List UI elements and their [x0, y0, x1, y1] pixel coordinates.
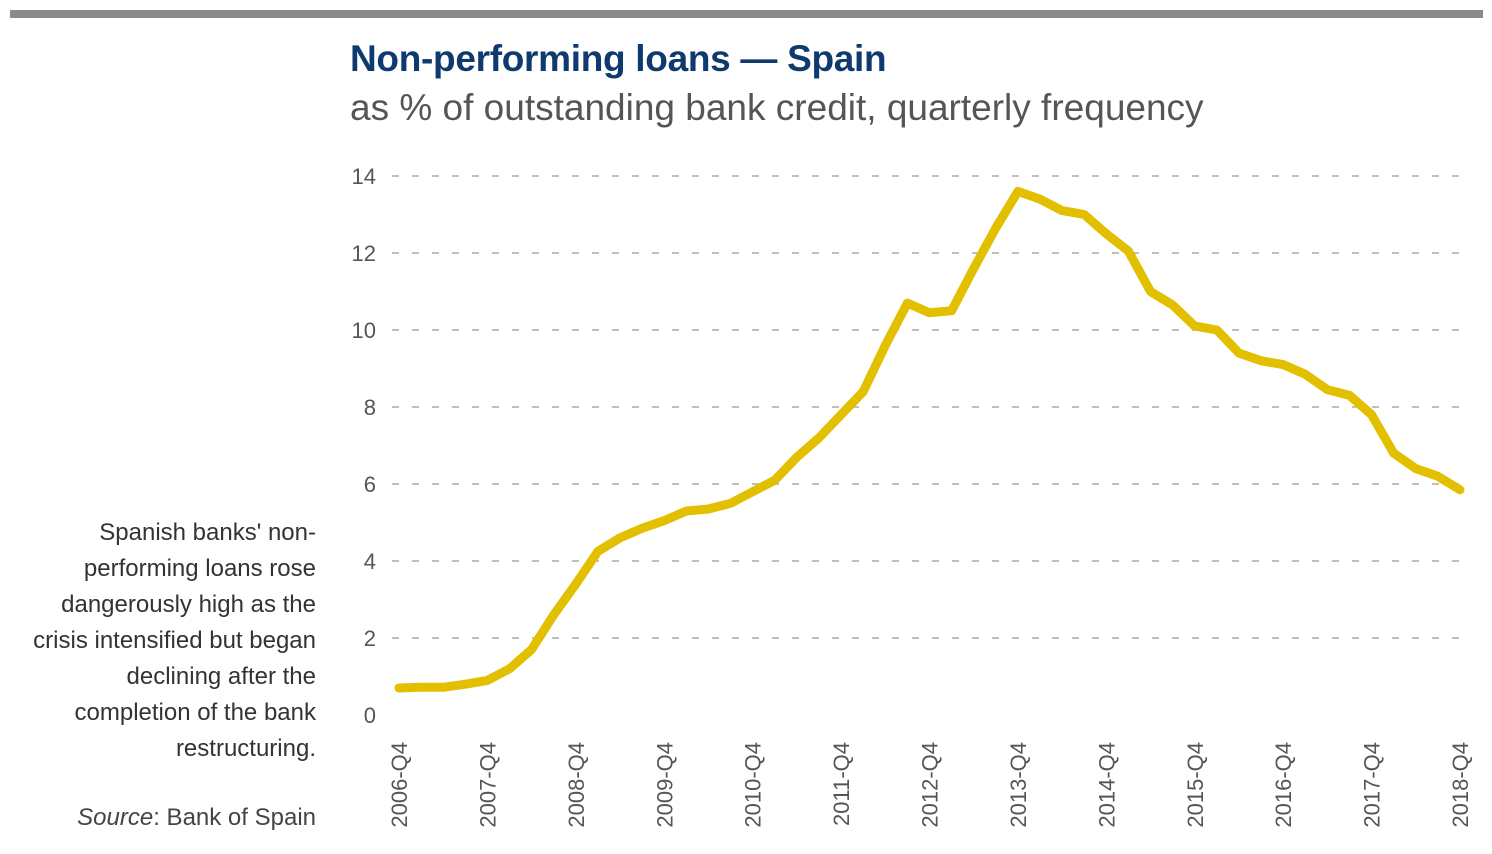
y-tick-label: 2: [364, 626, 376, 651]
y-tick-label: 14: [352, 164, 376, 189]
chart-title: Non-performing loans — Spain: [350, 38, 887, 79]
x-tick-label: 2010-Q4: [741, 742, 766, 828]
y-tick-label: 6: [364, 472, 376, 497]
annotation-text: Spanish banks' non-performing loans rose…: [33, 519, 316, 762]
x-tick-label: 2014-Q4: [1094, 742, 1119, 828]
y-axis-ticks: 0 2 4 6 8 10 12 14: [352, 164, 376, 728]
series-line-0: [394, 186, 1465, 693]
x-tick-label: 2017-Q4: [1360, 742, 1385, 828]
x-axis-ticks: 2006-Q4 2007-Q4 2008-Q4 2009-Q4 2010-Q4 2011-…: [387, 742, 1473, 828]
x-tick-label: 2018-Q4: [1448, 742, 1473, 828]
y-tick-label: 0: [364, 703, 376, 728]
source-note: Source: Bank of Spain: [20, 804, 316, 832]
source-label: Source: [77, 804, 154, 831]
y-tick-label: 10: [352, 318, 376, 343]
chart-subtitle: as % of outstanding bank credit, quarter…: [350, 87, 1204, 128]
x-tick-label: 2007-Q4: [475, 742, 500, 828]
x-tick-label: 2012-Q4: [918, 742, 943, 828]
x-tick-label: 2006-Q4: [387, 742, 412, 828]
x-tick-label: 2009-Q4: [652, 742, 677, 828]
series-layer: [394, 186, 1465, 693]
x-tick-label: 2015-Q4: [1183, 742, 1208, 828]
gridlines: [392, 175, 1468, 639]
top-rule: [10, 10, 1483, 18]
x-tick-label: 2011-Q4: [829, 742, 854, 826]
y-tick-label: 4: [364, 549, 376, 574]
y-tick-label: 8: [364, 395, 376, 420]
x-tick-label: 2008-Q4: [564, 742, 589, 828]
x-tick-label: 2016-Q4: [1271, 742, 1296, 828]
y-tick-label: 12: [352, 241, 376, 266]
source-text: : Bank of Spain: [153, 804, 316, 831]
x-tick-label: 2013-Q4: [1006, 742, 1031, 828]
